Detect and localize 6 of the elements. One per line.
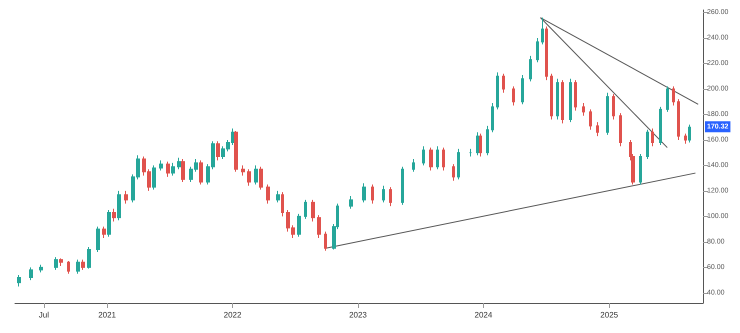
x-tick-label: 2025 <box>600 310 619 320</box>
x-tick-label: 2021 <box>98 310 117 320</box>
x-tick-label: 2023 <box>349 310 368 320</box>
x-tick-label: 2024 <box>474 310 493 320</box>
x-tick-label: 2022 <box>224 310 242 320</box>
x-tick-label: Jul <box>38 310 50 320</box>
